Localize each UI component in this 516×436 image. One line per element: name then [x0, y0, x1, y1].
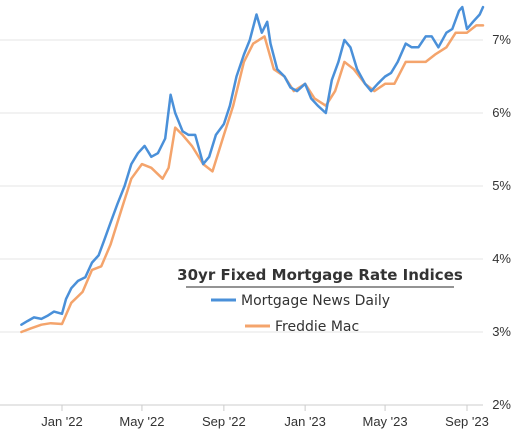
x-tick-label: Sep '23 — [445, 414, 489, 429]
legend-label-mortgage-news-daily: Mortgage News Daily — [241, 293, 390, 309]
y-tick-label: 7% — [492, 32, 511, 47]
legend-title: 30yr Fixed Mortgage Rate Indices — [177, 266, 463, 284]
legend-label-freddie-mac: Freddie Mac — [275, 319, 359, 335]
x-tick-label: Jan '22 — [41, 414, 83, 429]
series-lines — [20, 5, 485, 334]
horizontal-gridlines — [0, 39, 483, 333]
series-line-freddie-mac — [20, 24, 485, 334]
y-tick-label: 5% — [492, 178, 511, 193]
y-tick-label: 3% — [492, 324, 511, 339]
x-tick-label: May '22 — [119, 414, 164, 429]
y-tick-label: 6% — [492, 105, 511, 120]
x-tick-label: May '23 — [363, 414, 408, 429]
x-tick-label: Sep '22 — [202, 414, 246, 429]
y-axis-labels: 2% 3% 4% 5% 6% 7% — [492, 32, 511, 412]
legend: 30yr Fixed Mortgage Rate Indices Mortgag… — [177, 266, 463, 335]
x-axis-ticks: Jan '22 May '22 Sep '22 Jan '23 May '23 Sep '… — [41, 405, 489, 429]
series-line-mortgage-news-daily — [20, 5, 485, 326]
y-tick-label: 4% — [492, 251, 511, 266]
y-tick-label: 2% — [492, 397, 511, 412]
x-tick-label: Jan '23 — [284, 414, 326, 429]
